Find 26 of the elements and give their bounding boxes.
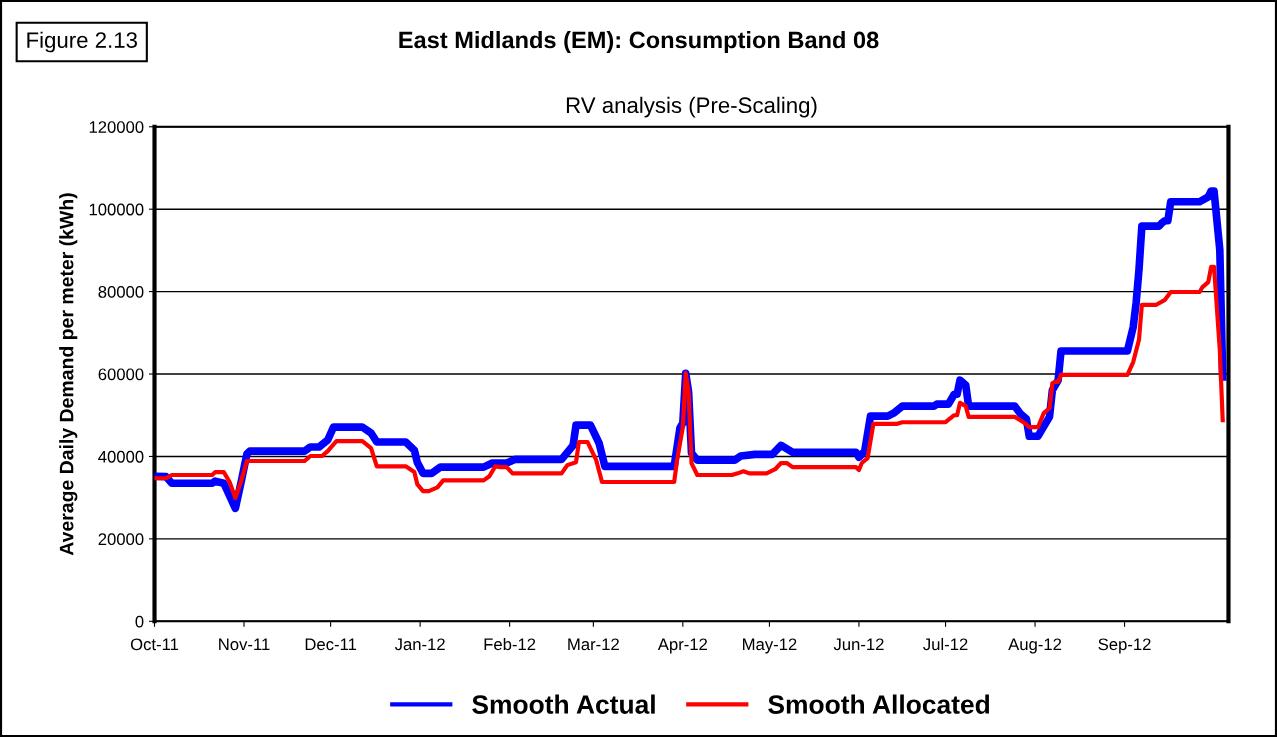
legend-label: Smooth Allocated	[768, 694, 990, 714]
chart-title: East Midlands (EM): Consumption Band 08	[399, 31, 879, 53]
y-tick-label: 20000	[98, 533, 144, 546]
x-tick-label: Jun-12	[833, 638, 884, 651]
chart-subtitle: RV analysis (Pre-Scaling)	[566, 96, 817, 118]
x-tick-label: Nov-11	[219, 638, 270, 651]
x-tick-label: Jan-12	[394, 638, 445, 651]
x-tick-label: Aug-12	[1008, 638, 1062, 654]
caption: Figure 2.13	[27, 31, 137, 53]
y-tick-label: 40000	[98, 450, 144, 463]
x-tick-label: Mar-12	[568, 638, 619, 651]
y-tick-label: 120000	[89, 121, 144, 133]
x-tick-label: Oct-11	[130, 638, 179, 651]
line-series	[154, 264, 1225, 501]
x-tick-label: Apr-12	[657, 638, 708, 654]
x-tick-label: May-12	[743, 638, 797, 654]
x-tick-label: Jul-12	[923, 637, 968, 651]
x-tick-label: Feb-12	[484, 637, 536, 651]
x-tick-label: Dec-11	[305, 638, 357, 651]
y-tick-label: 60000	[98, 368, 144, 381]
y-axis-title: Average Daily Demand per meter (kWh)	[59, 193, 78, 556]
legend-label: Smooth Actual	[472, 694, 655, 714]
x-tick-label: Sep-12	[1098, 638, 1151, 654]
y-tick-label: 0	[135, 615, 144, 628]
y-tick-label: 80000	[98, 286, 144, 298]
y-tick-label: 100000	[89, 203, 144, 216]
